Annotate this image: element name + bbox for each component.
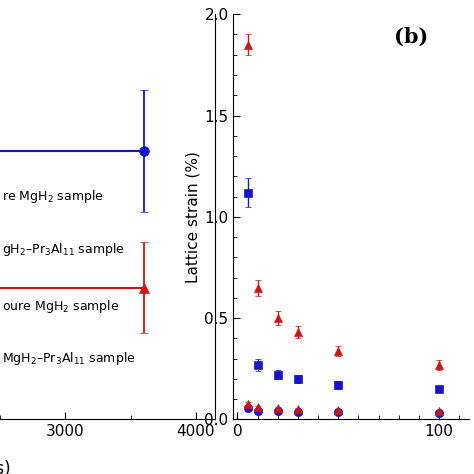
Y-axis label: Lattice strain (%): Lattice strain (%): [185, 151, 200, 283]
Text: MgH$_2$–Pr$_3$Al$_{11}$ sample: MgH$_2$–Pr$_3$Al$_{11}$ sample: [2, 350, 136, 367]
Text: (s): (s): [0, 460, 11, 474]
Text: oure MgH$_2$ sample: oure MgH$_2$ sample: [2, 298, 119, 315]
Text: (b): (b): [394, 27, 428, 46]
Text: re MgH$_2$ sample: re MgH$_2$ sample: [2, 188, 104, 205]
Text: gH$_2$–Pr$_3$Al$_{11}$ sample: gH$_2$–Pr$_3$Al$_{11}$ sample: [2, 241, 125, 258]
